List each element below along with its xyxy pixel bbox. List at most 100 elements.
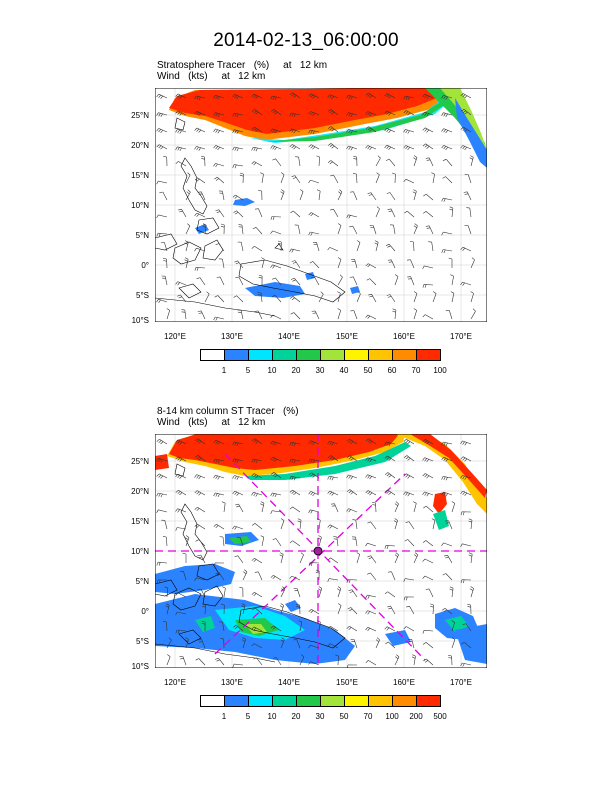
wind-barb-flag [255,493,258,497]
wind-barb-flag [187,189,191,193]
wind-barb-flag [241,603,246,606]
wind-barb-flag [367,127,371,131]
wind-barb [337,277,343,286]
wind-barb [367,474,377,479]
wind-barb [367,542,377,547]
wind-barb-flag [386,627,390,631]
wind-barb-flag [462,282,465,286]
wind-barb [310,440,320,445]
wind-barb-flag [329,491,333,495]
colorbar-label: 100 [385,712,399,721]
wind-barb-flag [316,189,321,192]
panel1-subtitle-line2: Wind (kts) at 12 km [157,71,266,82]
wind-barb [431,242,434,252]
wind-barb [234,164,244,167]
wind-barb [240,242,244,252]
wind-barb-flag [338,223,342,226]
wind-barb-flag [213,163,216,167]
wind-barb [185,191,191,201]
wind-barb [367,610,377,615]
wind-barb-flag [281,637,285,640]
wind-barb [294,260,301,269]
wind-barb-flag [156,299,159,303]
wind-barb-flag [217,441,221,445]
wind-barb-flag [219,536,224,538]
wind-barb [310,179,320,184]
wind-barb-flag [201,620,206,623]
wind-barb-flag [274,96,277,101]
wind-barb [272,441,282,445]
panel2-wind-barbs [156,438,474,668]
wind-barb [222,537,225,547]
wind-barb [177,93,187,99]
wind-barb-flag [403,455,408,458]
wind-barb-flag [403,95,406,100]
wind-barb [253,626,263,632]
wind-barb-flag [308,212,312,216]
wind-barb-flag [289,506,293,510]
wind-barb [387,455,396,462]
wind-barb [222,259,225,269]
wind-barb [443,476,453,479]
wind-barb-flag [234,626,238,629]
wind-barb-flag [388,458,392,462]
wind-barb-flag [384,455,388,459]
wind-barb-flag [177,457,181,461]
wind-barb-flag [339,274,343,278]
wind-barb [177,110,187,116]
wind-barb-flag [445,96,448,100]
wind-barb-flag [329,441,332,445]
wind-barb [393,225,396,235]
wind-barb [275,277,282,286]
wind-barb [329,475,339,479]
wind-barb-flag [272,657,277,659]
wind-barb-flag [424,458,427,462]
wind-barb [291,575,301,581]
wind-barb [394,276,399,286]
wind-barb-flag [156,492,159,497]
wind-barb-flag [254,571,259,573]
wind-barb [406,455,415,462]
wind-barb-flag [348,456,352,460]
wind-barb [273,109,282,116]
wind-barb-flag [291,476,294,481]
wind-barb-flag [236,130,239,135]
wind-barb-flag [386,473,390,477]
wind-barb-flag [387,605,391,608]
wind-barb-flag [194,146,197,150]
wind-barb-flag [368,557,373,560]
panel2-lon-label-170e: 170°E [450,678,472,687]
wind-barb [349,438,358,445]
wind-barb [348,94,358,99]
wind-barb-flag [198,556,202,558]
wind-barb-flag [289,540,293,544]
wind-barb-flag [234,442,237,446]
wind-barb-flag [386,94,390,98]
wind-barb [299,622,303,632]
wind-barb-flag [308,661,311,665]
wind-barb-flag [175,439,179,443]
wind-barb-flag [394,518,398,521]
wind-barb-flag [356,552,360,555]
wind-barb-flag [414,223,418,226]
wind-barb-flag [215,209,219,212]
wind-barb-flag [175,611,178,616]
wind-barb-flag [425,588,430,590]
wind-barb-flag [365,111,368,115]
wind-barb-flag [396,654,400,658]
wind-barb-flag [424,144,428,148]
wind-barb [369,278,377,286]
wind-barb-flag [308,562,311,567]
wind-barb [425,143,434,150]
wind-barb [236,295,244,303]
wind-barb [196,212,206,218]
panel2-lat-label-20n: 20°N [131,487,149,496]
wind-barb-flag [255,95,259,99]
wind-barb-flag [367,458,370,462]
wind-barb-flag [348,627,352,631]
wind-barb-flag [385,641,389,645]
wind-barb-flag [270,625,274,629]
wind-barb-flag [198,457,202,461]
wind-barb-flag [160,441,164,445]
wind-barb-flag [213,128,216,132]
